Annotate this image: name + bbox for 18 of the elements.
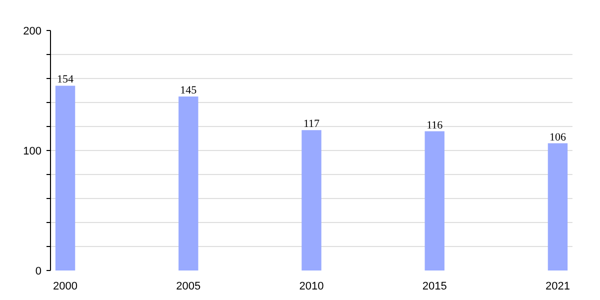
data-label: 154 <box>57 74 74 86</box>
x-tick-label: 2015 <box>422 280 447 292</box>
bar <box>178 96 198 270</box>
bar <box>302 130 322 270</box>
x-tick-label: 2005 <box>176 280 201 292</box>
y-tick-label: 0 <box>35 266 42 278</box>
bar <box>424 131 444 270</box>
bar <box>548 143 568 270</box>
x-tick-label: 2010 <box>299 280 324 292</box>
data-label: 117 <box>303 118 320 130</box>
y-tick-label: 100 <box>23 146 42 158</box>
bar <box>55 86 76 270</box>
x-tick-label: 2021 <box>545 280 570 292</box>
data-label: 116 <box>426 119 444 132</box>
y-tick-label: 200 <box>23 26 42 38</box>
data-label: 106 <box>549 131 566 144</box>
x-tick-label: 2000 <box>53 280 78 292</box>
data-label: 145 <box>180 84 198 96</box>
